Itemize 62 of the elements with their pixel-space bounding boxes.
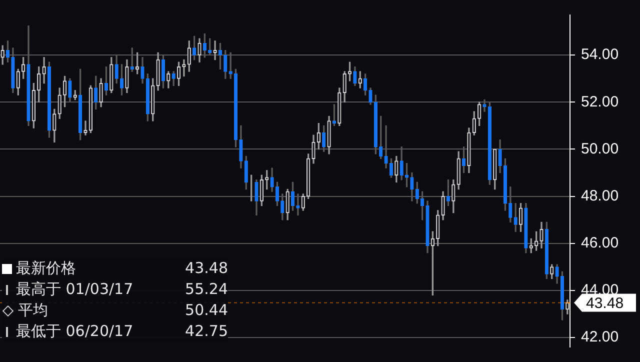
candlestick bbox=[244, 156, 248, 190]
candlestick bbox=[394, 156, 398, 183]
candlestick bbox=[32, 82, 36, 128]
candlestick bbox=[213, 40, 217, 60]
candlestick bbox=[84, 120, 88, 136]
candlestick bbox=[270, 168, 274, 192]
candlestick bbox=[342, 71, 346, 102]
candlestick bbox=[99, 78, 103, 108]
y-tick-label: 54.00 bbox=[581, 46, 619, 64]
candlestick bbox=[172, 71, 176, 86]
candlestick bbox=[456, 151, 460, 190]
y-tick-label: 42.00 bbox=[581, 328, 619, 346]
y-tick-label: 50.00 bbox=[581, 140, 619, 158]
candlestick bbox=[156, 52, 160, 91]
annotation: 最新价格 bbox=[16, 259, 76, 277]
candlestick bbox=[58, 88, 62, 119]
candlestick bbox=[363, 74, 368, 96]
candlestick bbox=[187, 40, 191, 72]
annotation: 42.75 bbox=[185, 321, 228, 342]
annotation: 最低于 06/20/17 bbox=[16, 322, 134, 340]
candlestick bbox=[182, 59, 186, 77]
candlestick bbox=[477, 102, 482, 126]
candlestick bbox=[120, 64, 124, 96]
candlestick bbox=[198, 38, 202, 62]
candlestick bbox=[21, 57, 26, 79]
candlestick bbox=[452, 179, 456, 214]
candlestick bbox=[358, 71, 362, 88]
candlestick bbox=[467, 128, 471, 174]
annotation: 43.48 bbox=[185, 258, 228, 279]
candlestick bbox=[88, 85, 93, 134]
y-tick-label: 46.00 bbox=[581, 234, 619, 252]
annotation: 55.24 bbox=[185, 279, 228, 300]
candlestick bbox=[555, 264, 559, 284]
candlestick bbox=[353, 66, 357, 86]
candlestick bbox=[62, 76, 67, 108]
annotation: 最高于 01/03/17 bbox=[16, 280, 134, 298]
candlestick bbox=[306, 154, 310, 199]
candlestick bbox=[436, 210, 440, 246]
candlestick bbox=[514, 203, 518, 232]
candlestick bbox=[540, 222, 544, 248]
candlestick bbox=[260, 174, 264, 206]
candlestick bbox=[125, 59, 129, 94]
candlestick bbox=[338, 88, 342, 126]
candlestick bbox=[110, 57, 114, 94]
candlestick bbox=[42, 57, 46, 84]
candlestick bbox=[301, 194, 305, 211]
candlestick bbox=[534, 231, 538, 251]
candlestick bbox=[166, 71, 170, 88]
y-tick-label: 52.00 bbox=[581, 93, 619, 110]
candlestick bbox=[550, 264, 554, 280]
annotation: 50.44 bbox=[185, 300, 228, 321]
candlestick bbox=[16, 68, 20, 96]
candlestick bbox=[176, 62, 181, 86]
y-tick-label: 48.00 bbox=[581, 187, 619, 204]
candlestick bbox=[389, 158, 394, 178]
candlestick bbox=[493, 148, 497, 190]
candlestick bbox=[250, 174, 252, 202]
candlestick bbox=[518, 203, 523, 232]
candlestick bbox=[327, 116, 331, 154]
candlestick bbox=[441, 191, 445, 220]
candlestick bbox=[312, 134, 316, 164]
annotation: 平均 bbox=[18, 301, 48, 319]
